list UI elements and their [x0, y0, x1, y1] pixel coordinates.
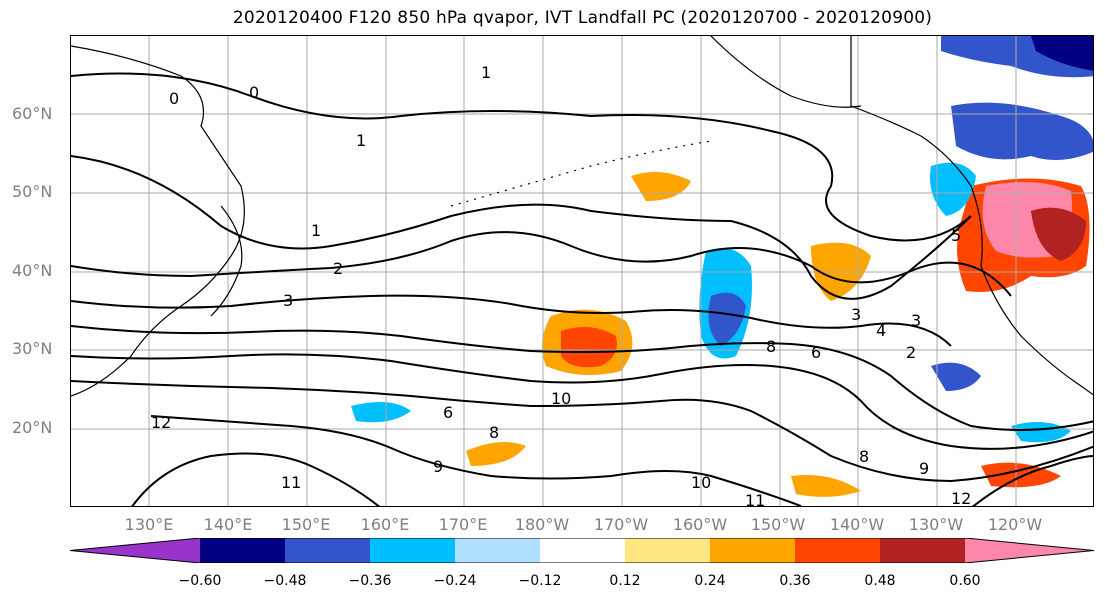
- contour-label: 9: [433, 457, 443, 476]
- colorbar-tick-label: 0.48: [864, 573, 896, 589]
- lon-label-150e: 150°E: [281, 515, 331, 534]
- contour-label: 3: [283, 291, 293, 310]
- colorbar-segment-2: [285, 538, 370, 563]
- contour-line: [971, 455, 1093, 506]
- contour-label: 10: [691, 473, 711, 492]
- colorbar-tick-label: 0.36: [779, 573, 811, 589]
- lon-label-180w: 180°W: [514, 515, 570, 534]
- colorbar-segment-7: [710, 538, 795, 563]
- colorbar-segment-8: [795, 538, 880, 563]
- colorbar-tick-label: −0.60: [178, 573, 222, 589]
- negative-anomaly-region: [931, 362, 981, 391]
- colorbar: [70, 538, 1094, 563]
- coastlines: [71, 36, 1093, 397]
- lon-label-130e: 130°E: [124, 515, 174, 534]
- contour-label: 2: [333, 259, 343, 278]
- positive-anomaly-core: [1031, 207, 1086, 261]
- contour-label: 12: [151, 413, 171, 432]
- contour-label: 3: [911, 311, 921, 330]
- lat-label-30n: 30°N: [12, 339, 53, 358]
- lat-label-20n: 20°N: [12, 418, 53, 437]
- colorbar-tick-label: −0.48: [263, 573, 307, 589]
- contour-line: [150, 415, 802, 506]
- contour-label: 8: [489, 423, 499, 442]
- lon-label-170e: 170°E: [438, 515, 488, 534]
- contour-line: [71, 72, 972, 242]
- north-america-coastline: [850, 36, 1093, 396]
- negative-anomaly-region: [1011, 422, 1071, 443]
- contour-label: 11: [281, 473, 301, 492]
- qvapor-contours: [71, 72, 1093, 506]
- colorbar-tick-label: 0.24: [694, 573, 726, 589]
- contour-label: 6: [443, 403, 453, 422]
- lon-label-120w: 120°W: [987, 515, 1043, 534]
- colorbar-segment-4: [455, 538, 540, 563]
- negative-anomaly-core: [1031, 36, 1093, 71]
- map-title: 2020120400 F120 850 hPa qvapor, IVT Land…: [232, 8, 933, 28]
- contour-label: 1: [356, 131, 366, 150]
- japan-coastline: [210, 205, 243, 317]
- lon-label-150w: 150°W: [750, 515, 806, 534]
- positive-anomaly-region: [631, 172, 691, 201]
- colorbar-tick-label: −0.36: [348, 573, 392, 589]
- asia-coastline: [71, 45, 245, 397]
- map-canvas: 0 0 1 1 1 2 2 3 3 3 4 5 6 6 8 8 8 9 9 10…: [71, 36, 1093, 507]
- colorbar-tick-label: 0.12: [609, 573, 641, 589]
- colorbar-segment-3: [370, 538, 455, 563]
- contour-line: [131, 452, 381, 506]
- contour-labels: 0 0 1 1 1 2 2 3 3 3 4 5 6 6 8 8 8 9 9 10…: [151, 63, 971, 507]
- contour-label: 4: [876, 321, 886, 340]
- negative-anomaly-core: [708, 292, 746, 346]
- alaska-coastline: [710, 36, 862, 108]
- contour-line: [71, 380, 1093, 483]
- positive-anomaly-region: [791, 475, 861, 497]
- colorbar-segment-6: [625, 538, 710, 563]
- map-panel: 0 0 1 1 1 2 2 3 3 3 4 5 6 6 8 8 8 9 9 10…: [70, 35, 1094, 507]
- positive-anomaly-region: [466, 442, 526, 466]
- contour-label: 0: [249, 83, 259, 102]
- colorbar-segment-1: [200, 538, 285, 563]
- colorbar-segment-0: [70, 538, 200, 563]
- lat-label-50n: 50°N: [12, 182, 53, 201]
- graticule: [71, 36, 1093, 506]
- lon-label-160w: 160°W: [672, 515, 728, 534]
- contour-label: 11: [745, 491, 765, 507]
- contour-label: 0: [169, 89, 179, 108]
- lon-label-140w: 140°W: [829, 515, 885, 534]
- lon-label-130w: 130°W: [908, 515, 964, 534]
- colorbar-segment-9: [880, 538, 965, 563]
- colorbar-tick-label: −0.24: [433, 573, 477, 589]
- lat-label-60n: 60°N: [12, 104, 53, 123]
- contour-line: [71, 325, 1093, 431]
- contour-label: 8: [766, 337, 776, 356]
- contour-label: 8: [859, 447, 869, 466]
- positive-anomaly-core: [561, 327, 617, 368]
- colorbar-segment-5: [540, 538, 625, 563]
- lon-label-140e: 140°E: [203, 515, 253, 534]
- contour-label: 6: [811, 343, 821, 362]
- negative-anomaly-region: [951, 102, 1093, 160]
- contour-line: [71, 155, 972, 300]
- contour-line: [71, 231, 1012, 297]
- contour-label: 9: [919, 459, 929, 478]
- contour-label: 2: [906, 343, 916, 362]
- lon-label-160e: 160°E: [360, 515, 410, 534]
- colorbar-tick-label: −0.12: [518, 573, 562, 589]
- contour-label: 1: [311, 221, 321, 240]
- contour-line: [71, 353, 1093, 450]
- negative-anomaly-region: [351, 402, 411, 423]
- contour-label: 5: [951, 226, 961, 245]
- aleutian-chain: [450, 140, 712, 207]
- contour-label: 1: [481, 63, 491, 82]
- lat-label-40n: 40°N: [12, 261, 53, 280]
- colorbar-tick-label: 0.60: [949, 573, 981, 589]
- contour-label: 10: [551, 389, 571, 408]
- contour-label: 12: [951, 489, 971, 507]
- lon-label-170w: 170°W: [593, 515, 649, 534]
- colorbar-segment-10: [965, 538, 1094, 563]
- contour-label: 3: [851, 305, 861, 324]
- contour-line: [71, 294, 952, 347]
